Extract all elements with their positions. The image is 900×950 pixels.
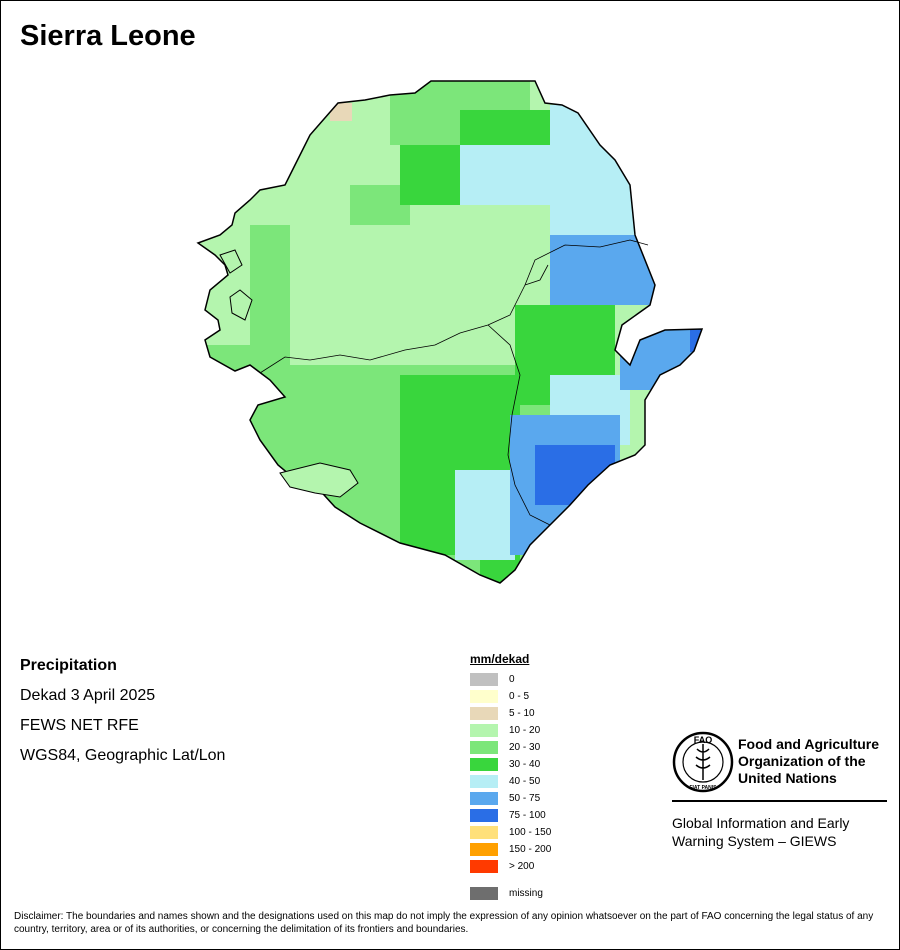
legend-swatch xyxy=(470,809,498,822)
legend-item: 20 - 30 xyxy=(470,739,551,756)
legend-item: 10 - 20 xyxy=(470,722,551,739)
legend-swatch xyxy=(470,860,498,873)
legend-label: 5 - 10 xyxy=(509,708,535,719)
metadata-source: FEWS NET RFE xyxy=(20,717,139,734)
legend-swatch xyxy=(470,690,498,703)
map-metadata: Precipitation Dekad 3 April 2025 FEWS NE… xyxy=(20,656,225,776)
fao-logo-text: FAO xyxy=(694,735,713,745)
legend-label: 20 - 30 xyxy=(509,742,541,753)
legend-label: 75 - 100 xyxy=(509,810,546,821)
divider xyxy=(672,800,887,802)
legend-swatch xyxy=(470,826,498,839)
legend-item: > 200 xyxy=(470,858,551,875)
legend-label: 0 xyxy=(509,674,515,685)
legend-swatch xyxy=(470,707,498,720)
legend-swatch xyxy=(470,792,498,805)
legend-item: 5 - 10 xyxy=(470,705,551,722)
legend-item: 100 - 150 xyxy=(470,824,551,841)
rain-zone-40-50-north xyxy=(550,105,660,235)
legend-item: 150 - 200 xyxy=(470,841,551,858)
metadata-period: Dekad 3 April 2025 xyxy=(20,687,156,704)
rain-zone-75-100-east xyxy=(690,327,702,352)
rainfall-fill xyxy=(198,81,702,583)
rain-zone-40-50-upper xyxy=(460,145,550,205)
rain-zone-75-100-southeast xyxy=(535,445,615,505)
organization-name-line: United Nations xyxy=(738,770,837,786)
rain-zone-10-20-center xyxy=(290,225,520,365)
legend-swatch xyxy=(470,673,498,686)
organization-name-line: Food and Agriculture xyxy=(738,736,880,752)
legend-swatch xyxy=(470,758,498,771)
legend-item: 50 - 75 xyxy=(470,790,551,807)
metadata-projection: WGS84, Geographic Lat/Lon xyxy=(20,747,226,764)
disclaimer-text: Disclaimer: The boundaries and names sho… xyxy=(14,911,874,935)
legend-swatch xyxy=(470,775,498,788)
legend-label: 10 - 20 xyxy=(509,725,541,736)
map-title: Sierra Leone xyxy=(20,20,196,52)
legend-swatch xyxy=(470,741,498,754)
legend-item: 30 - 40 xyxy=(470,756,551,773)
legend-label: 150 - 200 xyxy=(509,844,552,855)
legend-item-missing: missing xyxy=(470,885,551,902)
admin-boundaries xyxy=(259,239,649,526)
legend-item: 0 xyxy=(470,671,551,688)
coastal-islands xyxy=(219,249,359,498)
rain-zone-30-40-north xyxy=(460,110,560,145)
legend-title: mm/dekad xyxy=(470,652,530,666)
legend-class-list: 0 0 - 5 5 - 10 10 - 20 20 - 30 30 - 40 40 - 50… xyxy=(470,671,551,875)
fao-logo-icon: FAO FIAT PANIS xyxy=(672,731,734,793)
legend-label-missing: missing xyxy=(509,888,543,899)
metadata-heading: Precipitation xyxy=(20,657,117,674)
country-border xyxy=(196,80,704,584)
rain-zone-30-40-northwest xyxy=(400,145,460,205)
legend-item: 75 - 100 xyxy=(470,807,551,824)
legend: mm/dekad 0 0 - 5 5 - 10 10 - 20 20 - 30 30 - … xyxy=(470,652,551,902)
rain-zone-40-50-south xyxy=(455,470,515,560)
legend-label: 0 - 5 xyxy=(509,691,530,702)
organization-name: Food and Agriculture Organization of the… xyxy=(738,736,879,787)
giews-line: Warning System – GIEWS xyxy=(672,833,837,849)
fao-logo-ring-text: FIAT PANIS xyxy=(689,785,717,791)
legend-item: 0 - 5 xyxy=(470,688,551,705)
legend-swatch-missing xyxy=(470,887,498,900)
giews-label: Global Information and Early Warning Sys… xyxy=(672,814,849,850)
legend-swatch xyxy=(470,724,498,737)
rain-zone-5-10 xyxy=(330,103,352,121)
legend-item: 40 - 50 xyxy=(470,773,551,790)
legend-label: 40 - 50 xyxy=(509,776,541,787)
legend-label: > 200 xyxy=(509,861,535,872)
giews-line: Global Information and Early xyxy=(672,815,850,831)
precipitation-map xyxy=(196,80,704,584)
organization-name-line: Organization of the xyxy=(738,753,866,769)
legend-label: 30 - 40 xyxy=(509,759,541,770)
legend-label: 50 - 75 xyxy=(509,793,541,804)
legend-swatch xyxy=(470,843,498,856)
legend-label: 100 - 150 xyxy=(509,827,552,838)
